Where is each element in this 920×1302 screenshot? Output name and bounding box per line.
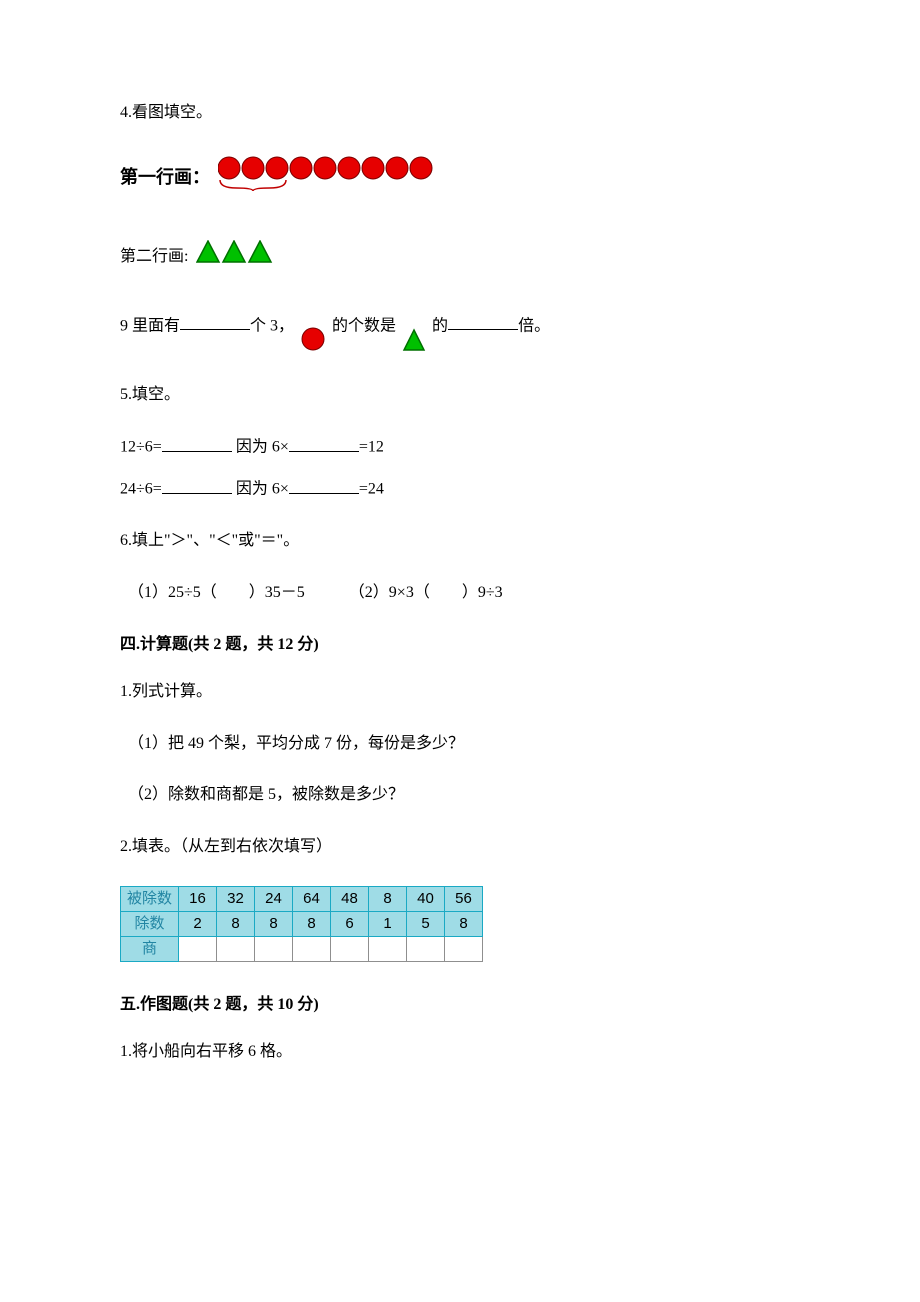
red-circle-icon — [242, 157, 264, 179]
table-cell-blank[interactable] — [255, 936, 293, 961]
q4-row1-circles — [218, 156, 434, 201]
table-cell: 8 — [217, 911, 255, 936]
q5-title-text: 填空。 — [132, 386, 180, 403]
table-cell: 8 — [255, 911, 293, 936]
s4q2-number: 2. — [120, 838, 132, 855]
table-cell: 16 — [179, 886, 217, 911]
q4-title-text: 看图填空。 — [132, 104, 212, 121]
q4-sent-p4: 的 — [432, 317, 448, 334]
q5-title: 5.填空。 — [120, 382, 800, 408]
q6-title: 6.填上"＞"、"＜"或"＝"。 — [120, 528, 800, 554]
s4q2-title-text: 填表。（从左到右依次填写） — [132, 838, 332, 855]
q5-l1c: =12 — [359, 439, 384, 456]
q4-sent-p3: 的个数是 — [332, 317, 396, 334]
division-table: 被除数163224644884056除数28886158商 — [120, 886, 800, 962]
q5-l2a: 24÷6= — [120, 481, 162, 498]
section5-heading: 五.作图题(共 2 题，共 10 分) — [120, 992, 800, 1018]
table-cell: 6 — [331, 911, 369, 936]
red-circle-icon — [300, 325, 326, 352]
table-cell-blank[interactable] — [331, 936, 369, 961]
q5-line1: 12÷6= 因为 6× =12 — [120, 434, 800, 460]
table-cell: 5 — [407, 911, 445, 936]
red-circle-icon — [266, 157, 288, 179]
table-row-header: 除数 — [121, 911, 179, 936]
red-circle-icon — [338, 157, 360, 179]
q5-l2b: 因为 6× — [236, 481, 289, 498]
s4q1-title: 1.列式计算。 — [120, 679, 800, 705]
q4-row1-label: 第一行画： — [120, 163, 210, 192]
table-cell-blank[interactable] — [293, 936, 331, 961]
q4-sent-p2: 个 3， — [250, 317, 294, 334]
q6-items: （1）25÷5（ ）35－5 （2）9×3（ ）9÷3 — [120, 580, 800, 606]
q5-l1b: 因为 6× — [236, 439, 289, 456]
grouping-brace-icon — [220, 180, 286, 191]
fill-blank[interactable] — [448, 313, 518, 331]
red-circle-icon — [290, 157, 312, 179]
green-triangle-icon — [402, 325, 426, 352]
table-row-header: 被除数 — [121, 886, 179, 911]
q6-title-text: 填上"＞"、"＜"或"＝"。 — [132, 532, 299, 549]
s5q1-title: 1.将小船向右平移 6 格。 — [120, 1039, 800, 1065]
fill-blank[interactable] — [289, 476, 359, 494]
red-circle-icon — [410, 157, 432, 179]
q4-row1: 第一行画： — [120, 156, 800, 201]
fill-blank[interactable] — [162, 476, 232, 494]
fill-blank[interactable] — [289, 434, 359, 452]
q6-item2: （2）9×3（ ）9÷3 — [349, 584, 503, 601]
s4q1-item2: （2）除数和商都是 5，被除数是多少？ — [128, 782, 800, 808]
green-triangle-icon — [249, 241, 271, 262]
q4-title: 4.看图填空。 — [120, 100, 800, 126]
q4-sentence: 9 里面有 个 3， 的个数是 的 倍。 — [120, 313, 800, 353]
table-cell-blank[interactable] — [407, 936, 445, 961]
table-cell: 24 — [255, 886, 293, 911]
red-circle-icon — [362, 157, 384, 179]
s5q1-number: 1. — [120, 1043, 132, 1060]
table-cell: 48 — [331, 886, 369, 911]
q4-sent-p5: 倍。 — [518, 317, 550, 334]
table-cell: 8 — [369, 886, 407, 911]
table-cell: 2 — [179, 911, 217, 936]
table-cell: 8 — [445, 911, 483, 936]
calc-table: 被除数163224644884056除数28886158商 — [120, 886, 483, 962]
s4q2-title: 2.填表。（从左到右依次填写） — [120, 834, 800, 860]
table-cell: 1 — [369, 911, 407, 936]
s4q1-item1: （1）把 49 个梨，平均分成 7 份，每份是多少？ — [128, 731, 800, 757]
green-triangle-icon — [223, 241, 245, 262]
q4-sent-p1: 9 里面有 — [120, 317, 180, 334]
q5-l2c: =24 — [359, 481, 384, 498]
table-cell-blank[interactable] — [445, 936, 483, 961]
q6-number: 6. — [120, 532, 132, 549]
table-cell: 56 — [445, 886, 483, 911]
q5-line2: 24÷6= 因为 6× =24 — [120, 476, 800, 502]
s4q1-number: 1. — [120, 683, 132, 700]
table-cell: 32 — [217, 886, 255, 911]
q4-number: 4. — [120, 104, 132, 121]
q5-number: 5. — [120, 386, 132, 403]
s4q1-title-text: 列式计算。 — [132, 683, 212, 700]
fill-blank[interactable] — [162, 434, 232, 452]
section4-heading: 四.计算题(共 2 题，共 12 分) — [120, 632, 800, 658]
red-circle-icon — [314, 157, 336, 179]
fill-blank[interactable] — [180, 313, 250, 331]
red-circle-icon — [218, 157, 240, 179]
red-circle-icon — [386, 157, 408, 179]
green-triangle-icon — [197, 241, 219, 262]
q4-row2: 第二行画: — [120, 240, 800, 273]
q5-l1a: 12÷6= — [120, 439, 162, 456]
q4-row2-triangles — [196, 240, 274, 273]
s5q1-title-text: 将小船向右平移 6 格。 — [132, 1043, 292, 1060]
table-cell-blank[interactable] — [369, 936, 407, 961]
q6-item1: （1）25÷5（ ）35－5 — [128, 584, 305, 601]
table-cell: 8 — [293, 911, 331, 936]
table-cell: 64 — [293, 886, 331, 911]
q4-row2-label: 第二行画: — [120, 244, 188, 270]
table-cell-blank[interactable] — [217, 936, 255, 961]
table-cell-blank[interactable] — [179, 936, 217, 961]
table-cell: 40 — [407, 886, 445, 911]
table-row-header: 商 — [121, 936, 179, 961]
